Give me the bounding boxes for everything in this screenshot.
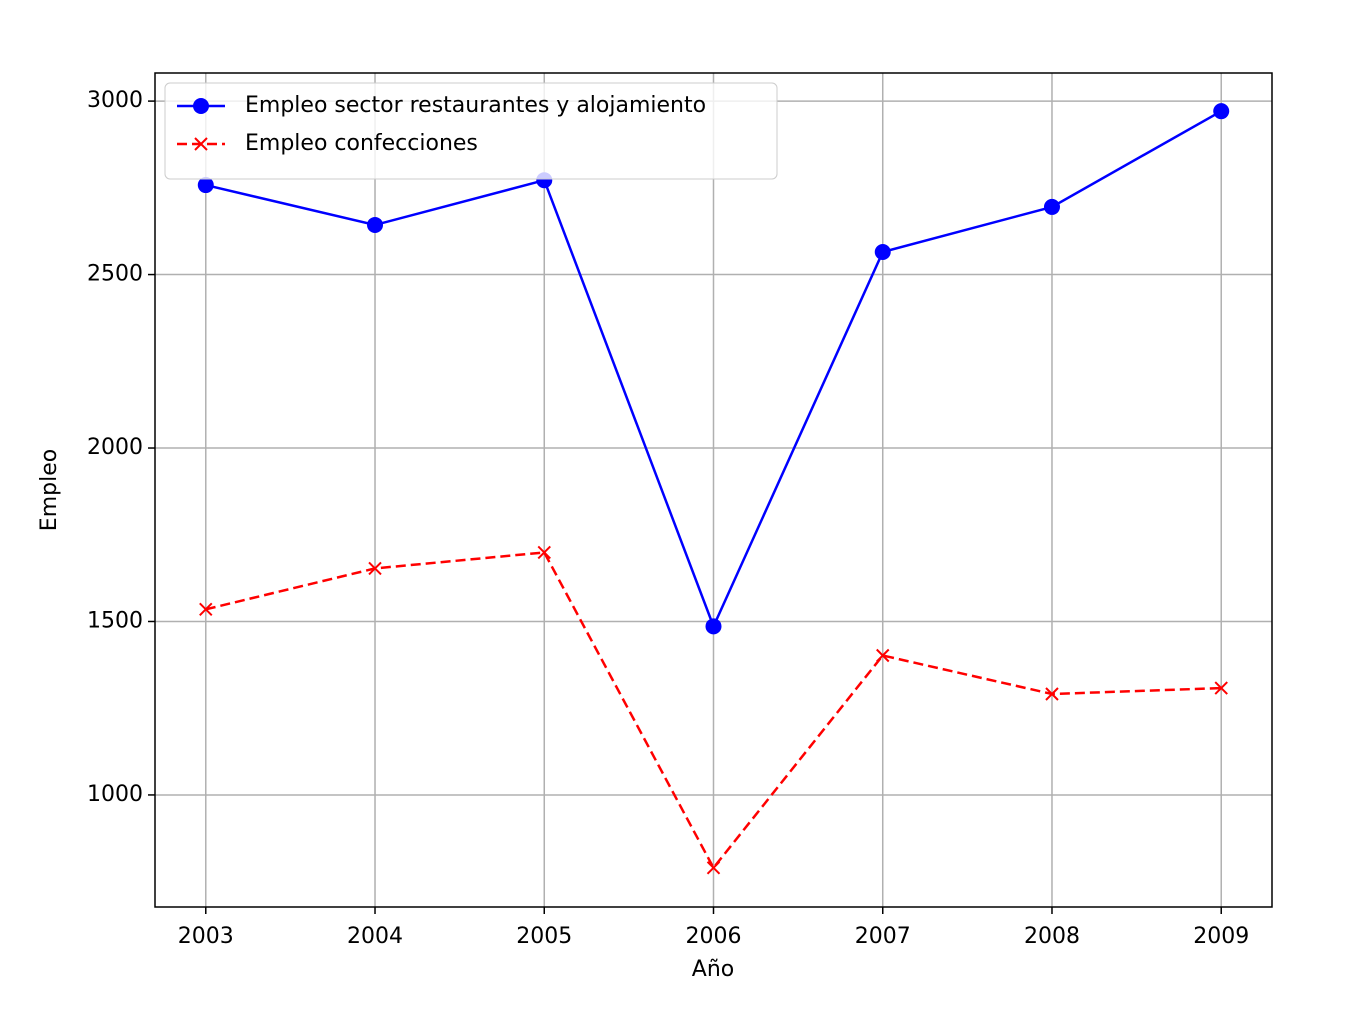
marker xyxy=(1213,103,1230,120)
marker xyxy=(368,561,382,576)
marker xyxy=(199,602,213,617)
marker xyxy=(537,545,551,560)
x-tick-label: 2007 xyxy=(855,924,911,949)
legend-label: Empleo sector restaurantes y alojamiento xyxy=(245,93,706,118)
y-tick-label: 1500 xyxy=(87,608,143,633)
x-axis-label: Año xyxy=(692,957,734,982)
x-tick-label: 2004 xyxy=(347,924,403,949)
legend-box xyxy=(164,82,778,180)
y-tick-label: 3000 xyxy=(87,88,143,113)
marker xyxy=(876,648,890,663)
x-tick-label: 2003 xyxy=(178,924,234,949)
y-tick-label: 2000 xyxy=(87,435,143,460)
y-tick-label: 1000 xyxy=(87,782,143,807)
plot-frame xyxy=(154,72,1273,908)
y-axis-label: Empleo xyxy=(37,449,62,531)
marker xyxy=(705,618,722,635)
marker xyxy=(1214,681,1228,695)
marker xyxy=(1045,687,1059,701)
legend-marker xyxy=(194,137,208,151)
legend-label: Empleo confecciones xyxy=(245,131,478,156)
x-tick-label: 2008 xyxy=(1024,924,1080,949)
marker xyxy=(197,177,214,194)
y-tick-label: 2500 xyxy=(87,262,143,287)
legend-marker xyxy=(193,98,209,114)
marker xyxy=(367,216,384,233)
x-tick-label: 2005 xyxy=(516,924,572,949)
x-tick-label: 2009 xyxy=(1193,924,1249,949)
marker xyxy=(706,861,721,875)
marker xyxy=(1043,198,1060,215)
x-tick-label: 2006 xyxy=(686,924,742,949)
marker xyxy=(874,244,891,261)
